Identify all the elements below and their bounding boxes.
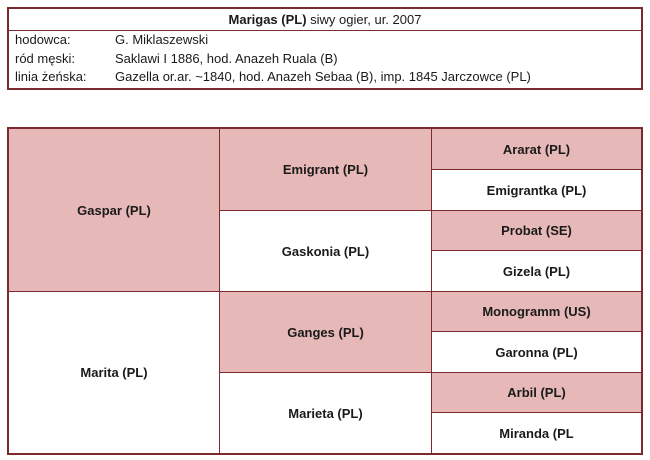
great-grandparent-cell-2: Emigrantka (PL) [431,170,641,211]
horse-info-box: Marigas (PL) siwy ogier, ur. 2007 hodowc… [7,7,643,90]
horse-description: siwy ogier, ur. 2007 [306,12,422,27]
pedigree-table: Gaspar (PL) Marita (PL) Emigrant (PL) Ga… [7,127,643,455]
breeder-value: G. Miklaszewski [115,32,209,47]
great-grandparent-cell-6: Garonna (PL) [431,332,641,373]
great-grandparent-cell-5: Monogramm (US) [431,292,641,332]
maternal-granddam-cell: Marieta (PL) [219,373,431,453]
great-grandparent-cell-4: Gizela (PL) [431,251,641,292]
paternal-grandsire-cell: Emigrant (PL) [219,129,431,211]
great-grandparent-cell-7: Arbil (PL) [431,373,641,413]
maternal-grandsire-cell: Ganges (PL) [219,292,431,373]
great-grandparent-cell-8: Miranda (PL [431,413,641,453]
breeder-label: hodowca: [15,32,71,47]
great-grandparent-cell-3: Probat (SE) [431,211,641,251]
paternal-granddam-cell: Gaskonia (PL) [219,211,431,292]
great-grandparent-cell-1: Ararat (PL) [431,129,641,170]
dam-cell: Marita (PL) [9,292,219,453]
horse-title: Marigas (PL) siwy ogier, ur. 2007 [9,9,641,31]
dam-line-value: Gazella or.ar. ~1840, hod. Anazeh Sebaa … [115,69,531,84]
sire-line-label: ród męski: [15,51,75,66]
sire-line-value: Saklawi I 1886, hod. Anazeh Ruala (B) [115,51,338,66]
dam-line-label: linia żeńska: [15,69,87,84]
sire-cell: Gaspar (PL) [9,129,219,292]
horse-name: Marigas (PL) [228,12,307,27]
